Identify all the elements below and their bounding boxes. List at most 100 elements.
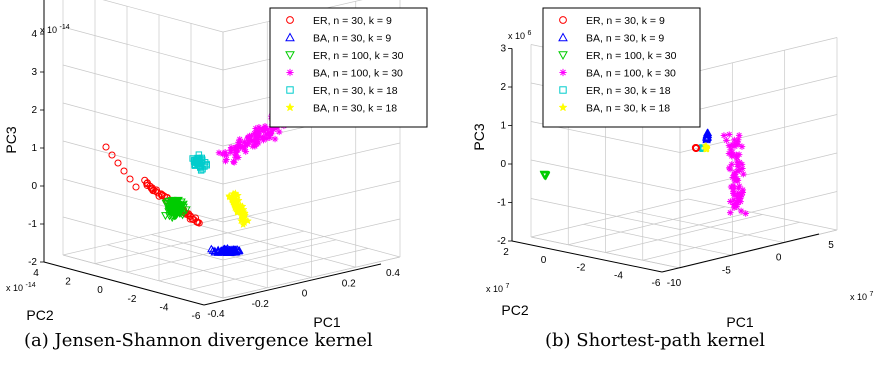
point-series-1 [220, 244, 229, 253]
point-series-3 [737, 198, 744, 205]
legend-label: ER, n = 100, k = 30 [313, 50, 404, 62]
point-series-3 [734, 163, 742, 170]
z-tick-label: -2 [28, 257, 37, 268]
point-series-3 [733, 203, 740, 210]
point-series-3 [740, 170, 747, 178]
point-series-2 [175, 208, 185, 217]
point-series-3 [256, 128, 263, 135]
point-series-3 [252, 125, 259, 132]
grid-line [102, 0, 224, 33]
point-series-3 [727, 150, 735, 157]
grid-line [62, 26, 224, 71]
legend-label: BA, n = 30, k = 18 [586, 103, 670, 115]
caption-a: (a) Jensen-Shannon divergence kernel [24, 330, 373, 351]
grid-line [530, 198, 689, 238]
z-axis-label: PC3 [3, 126, 19, 153]
point-series-3 [738, 161, 746, 168]
z-axis-label: PC3 [471, 123, 487, 150]
z-tick-label: 2 [500, 82, 506, 93]
point-series-3 [242, 148, 249, 155]
grid-line [195, 223, 356, 268]
grid-line [642, 221, 800, 261]
point-series-3 [725, 142, 733, 149]
point-series-3 [735, 132, 743, 139]
legend-label: ER, n = 30, k = 18 [586, 85, 671, 97]
z-tick-label: -2 [497, 236, 506, 247]
legend-marker-icon [286, 86, 294, 94]
point-series-3 [729, 183, 737, 191]
legend-marker-icon [559, 16, 567, 24]
grid-line [679, 152, 838, 192]
point-series-0 [126, 175, 134, 183]
point-series-3 [727, 198, 734, 205]
grid-line [62, 216, 224, 261]
legend-marker-icon [285, 102, 295, 112]
grid-line [583, 223, 733, 256]
legend-label: BA, n = 30, k = 9 [586, 33, 664, 45]
grid-line [635, 211, 785, 244]
x-axis-label: PC1 [313, 314, 340, 330]
point-series-5 [229, 190, 239, 199]
point-series-5 [702, 145, 711, 153]
point-series-5 [232, 202, 241, 210]
grid-line [62, 254, 224, 299]
point-series-3 [727, 143, 735, 150]
grid-line [239, 213, 401, 258]
point-series-3 [244, 140, 251, 147]
point-series-2 [172, 199, 182, 208]
point-series-2 [164, 208, 174, 217]
legend-label: BA, n = 30, k = 9 [313, 33, 391, 45]
point-series-3 [249, 142, 256, 150]
point-series-0 [132, 183, 140, 191]
y-tick-label: 4 [33, 268, 39, 279]
y-tick-label: 0 [541, 255, 547, 266]
point-series-3 [215, 149, 223, 156]
point-series-3 [266, 134, 274, 141]
y-tick-label: -6 [192, 311, 201, 322]
point-series-3 [263, 135, 270, 142]
point-series-3 [736, 182, 743, 190]
point-series-3 [728, 161, 735, 168]
z-tick-label: 0 [500, 159, 506, 170]
x-axis-line [661, 233, 820, 273]
legend-label: ER, n = 100, k = 30 [586, 50, 677, 62]
point-series-3 [261, 124, 269, 132]
point-series-3 [235, 139, 242, 146]
x-tick-label: -0.2 [252, 299, 270, 310]
y-tick-label: -2 [577, 263, 586, 274]
legend-marker-icon [558, 102, 568, 112]
point-series-3 [248, 137, 255, 144]
grid-line [679, 75, 838, 115]
grid-line [530, 236, 681, 269]
point-series-3 [240, 145, 248, 153]
point-series-2 [171, 212, 181, 221]
point-series-0 [186, 215, 194, 223]
x-tick-label: 0 [776, 253, 782, 264]
point-series-3 [256, 125, 264, 133]
point-series-3 [232, 154, 239, 161]
point-series-0 [691, 144, 700, 152]
point-series-3 [237, 144, 244, 151]
point-series-3 [734, 138, 741, 146]
point-series-3 [223, 156, 230, 163]
y-axis-label: PC2 [501, 302, 528, 318]
point-series-3 [733, 193, 741, 200]
z-tick-label: 3 [500, 44, 506, 55]
z-tick-label: 1 [31, 143, 37, 154]
point-series-1 [702, 128, 712, 137]
point-series-3 [731, 177, 739, 185]
y-tick-label: -6 [652, 278, 661, 289]
point-series-3 [255, 130, 262, 137]
point-series-1 [227, 247, 237, 255]
x-tick-label: -5 [722, 265, 731, 276]
point-series-3 [275, 128, 283, 136]
x-tick-label: -10 [667, 278, 682, 289]
grid-line [679, 37, 838, 76]
point-series-3 [742, 210, 749, 217]
point-series-3 [231, 147, 239, 154]
point-series-3 [739, 165, 746, 172]
point-series-3 [236, 141, 243, 148]
point-series-3 [241, 143, 248, 151]
legend-label: BA, n = 100, k = 30 [586, 68, 676, 80]
legend-label: ER, n = 30, k = 9 [586, 15, 665, 27]
